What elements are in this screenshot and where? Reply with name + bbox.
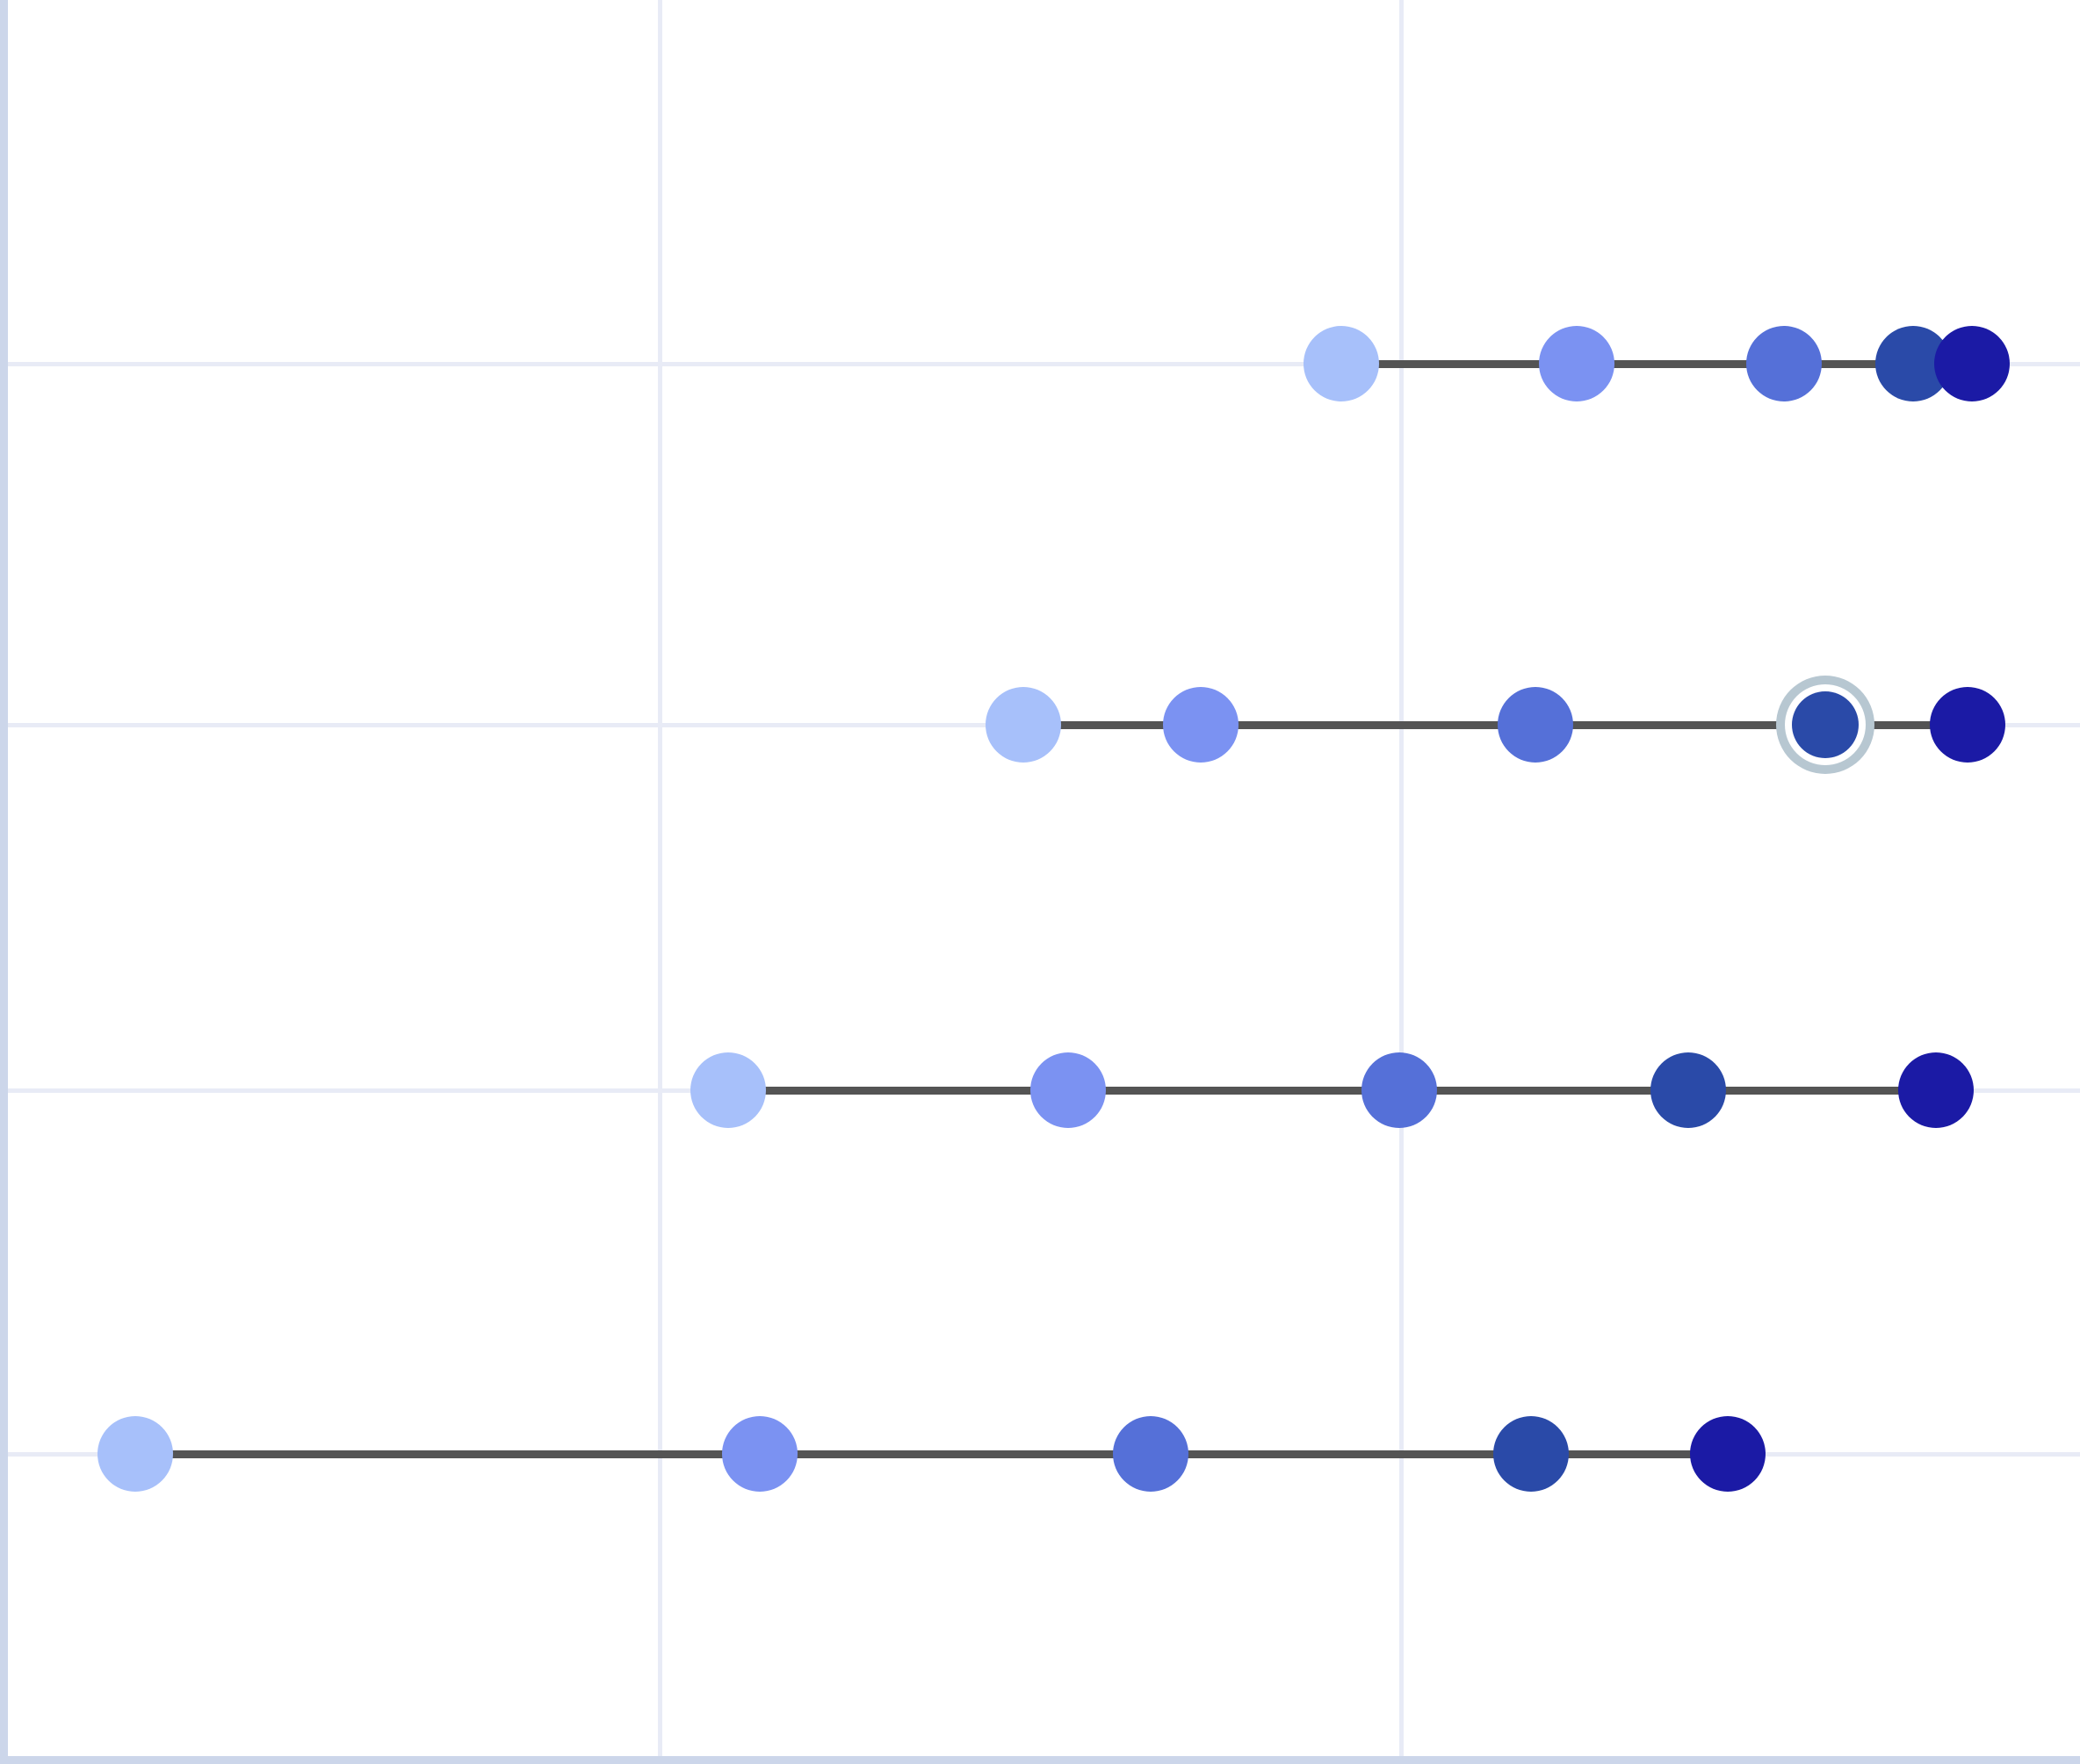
x-axis-line [0,1756,2080,1764]
data-point[interactable] [722,1416,798,1492]
data-point[interactable] [1163,687,1239,763]
data-point[interactable] [690,1052,766,1128]
vertical-gridline [657,0,662,1764]
data-point[interactable] [1930,687,2005,763]
y-axis-line [0,0,8,1764]
data-point[interactable] [1934,326,2010,401]
data-point[interactable] [1493,1416,1569,1492]
connector-line [728,1086,1936,1095]
data-point[interactable] [1361,1052,1437,1128]
data-point[interactable] [1113,1416,1188,1492]
data-point[interactable] [1030,1052,1106,1128]
data-point[interactable] [98,1416,173,1492]
data-point-selected[interactable] [1792,691,1859,758]
connector-line [1341,359,1972,368]
data-point[interactable] [1498,687,1573,763]
data-point[interactable] [986,687,1061,763]
data-point[interactable] [1898,1052,1974,1128]
data-point[interactable] [1746,326,1822,401]
data-point[interactable] [1690,1416,1766,1492]
data-point[interactable] [1539,326,1614,401]
connector-line [1023,720,1968,729]
connector-line [135,1450,1728,1458]
horizontal-gridline [0,361,2080,366]
data-point[interactable] [1304,326,1379,401]
vertical-gridline [1398,0,1404,1764]
data-point[interactable] [1650,1052,1726,1128]
